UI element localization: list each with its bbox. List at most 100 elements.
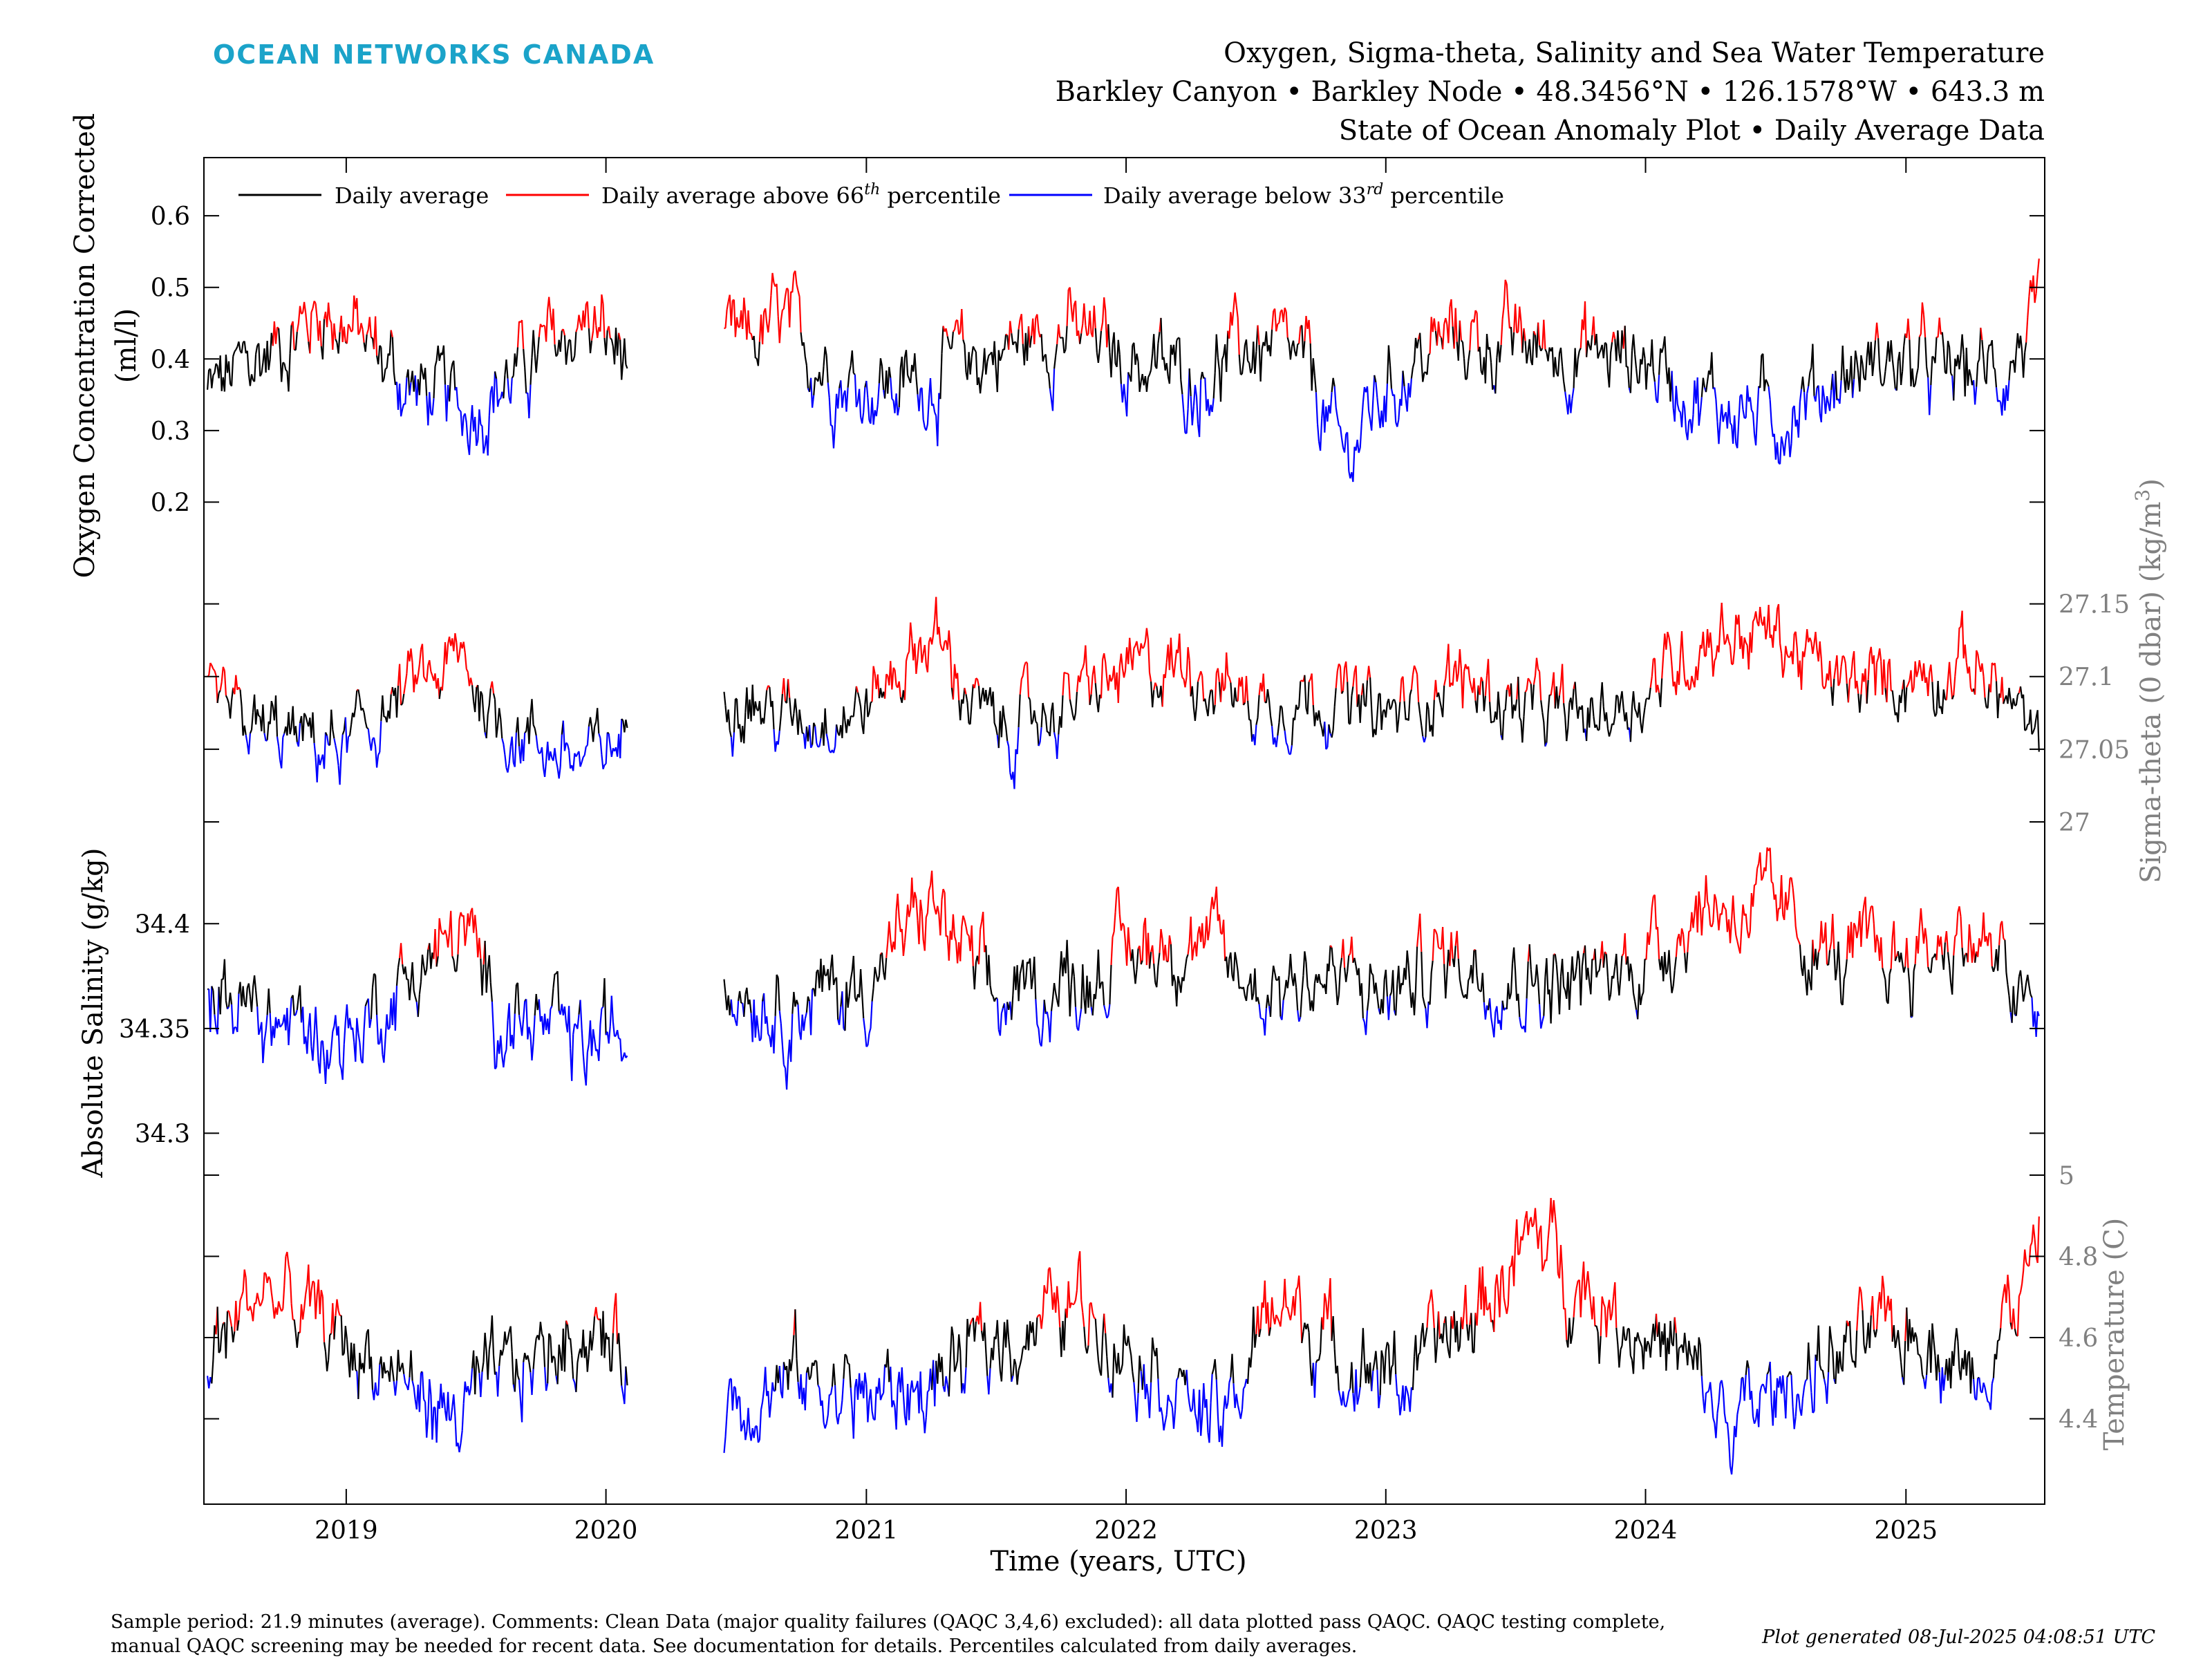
data-segment [1490,721,1493,724]
data-segment [1251,993,1255,1000]
data-segment [245,735,248,744]
data-segment [870,1389,873,1412]
data-segment [1109,964,1112,1005]
data-segment [610,1333,614,1371]
data-segment [1218,914,1222,933]
data-segment [1073,976,1077,1007]
data-segment [1395,984,1398,1016]
data-segment [1698,412,1701,426]
data-segment [1285,311,1288,338]
data-segment [562,328,565,336]
data-segment [926,398,930,425]
data-segment [1403,1385,1407,1412]
data-segment [269,701,272,724]
data-segment [2016,976,2020,995]
data-segment [1533,330,1537,335]
data-segment [1026,662,1030,697]
data-segment [1593,1296,1596,1327]
data-segment [2019,335,2023,351]
data-segment [985,1351,988,1376]
data-segment [1526,961,1529,999]
data-segment [563,1320,568,1372]
data-segment [803,1018,806,1031]
data-segment [1515,303,1518,333]
data-segment [384,367,388,370]
data-segment [1847,679,1851,703]
data-segment [1380,711,1384,730]
data-segment [808,1376,812,1380]
data-segment [1601,1296,1604,1304]
data-segment [1028,697,1031,700]
data-segment [1029,958,1033,989]
data-segment [1067,1281,1071,1309]
data-segment [383,368,386,379]
data-segment [1859,355,1862,392]
data-segment [1342,1391,1346,1406]
data-segment [212,372,216,376]
data-segment [1785,1377,1788,1418]
data-segment [800,332,803,346]
data-segment [529,357,533,385]
data-segment [400,943,404,965]
data-segment [942,888,946,893]
data-segment [608,1026,611,1044]
data-segment [607,731,610,734]
data-segment [1201,675,1205,702]
data-segment [754,701,758,710]
data-segment [302,1308,306,1320]
data-segment [1103,1005,1107,1012]
data-segment [1480,677,1483,682]
data-segment [1284,1278,1287,1308]
data-segment [1240,373,1243,375]
data-segment [382,695,385,718]
data-segment [1774,1378,1779,1418]
data-segment [1749,397,1752,411]
data-segment [1416,674,1420,702]
data-segment [356,298,359,335]
data-segment [1286,1306,1290,1315]
data-segment [1332,964,1335,968]
data-segment [1950,1351,1953,1389]
data-segment [1683,400,1686,409]
data-segment [924,645,927,665]
data-segment [1684,408,1687,432]
data-segment [874,966,877,975]
data-segment [1723,1413,1727,1423]
data-segment [509,1326,513,1352]
data-segment [911,1380,915,1393]
data-segment [262,704,265,733]
data-segment [1060,695,1064,728]
data-segment [1192,1389,1196,1414]
data-segment [1523,328,1526,341]
data-segment [211,665,214,670]
data-segment [794,270,798,285]
data-segment [1738,615,1741,649]
data-segment [731,1386,735,1411]
data-segment [1769,400,1772,424]
data-segment [1984,697,1987,708]
data-segment [1715,399,1718,422]
data-segment [1620,955,1623,977]
data-segment [1587,1271,1591,1288]
data-segment [243,725,247,735]
data-segment [1051,368,1056,411]
data-segment [1285,742,1288,747]
data-segment [578,315,581,324]
data-segment [574,1023,577,1026]
x-tick-label: 2023 [1354,1517,1418,1545]
data-segment [282,1285,285,1309]
data-segment [1722,626,1725,645]
data-segment [312,1280,315,1284]
data-segment [1278,976,1282,1017]
data-segment [827,382,830,398]
data-segment [867,712,870,718]
data-segment [1516,1219,1519,1255]
data-segment [1245,986,1249,1002]
data-segment [1445,1316,1448,1341]
data-segment [1038,1029,1041,1044]
data-segment [450,364,453,373]
data-segment [1833,948,1837,981]
data-segment [1055,344,1058,356]
data-segment [1255,718,1259,725]
data-segment [409,382,412,395]
